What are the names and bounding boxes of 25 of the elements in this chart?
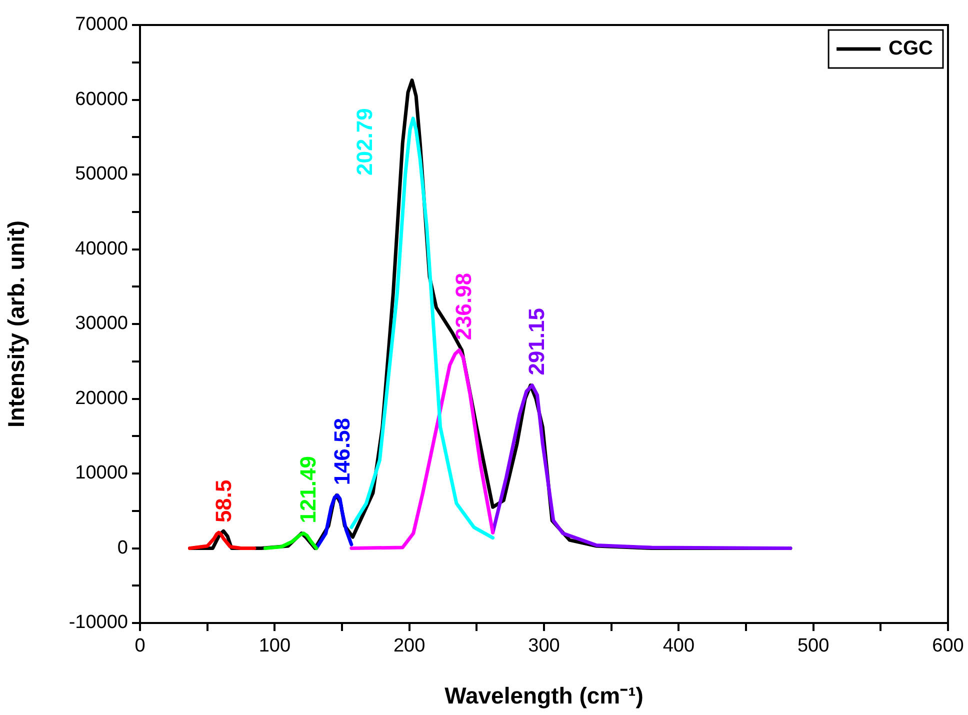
annotation: 58.5 bbox=[210, 480, 236, 523]
x-tick-label: 400 bbox=[662, 636, 695, 657]
annotation: 121.49 bbox=[296, 456, 321, 524]
annotation: 236.98 bbox=[451, 272, 476, 340]
annotation: 202.79 bbox=[352, 108, 378, 176]
legend-label: CGC bbox=[888, 38, 934, 60]
y-tick-label: 40000 bbox=[75, 238, 128, 260]
y-tick-label: 70000 bbox=[75, 14, 128, 36]
y-axis-title: Intensity (arb. unit) bbox=[3, 220, 30, 428]
annotation: 291.15 bbox=[524, 308, 550, 376]
x-tick-label: 600 bbox=[932, 636, 964, 657]
x-tick-label: 0 bbox=[134, 636, 146, 657]
x-tick-label: 100 bbox=[258, 636, 291, 657]
y-tick-label: 50000 bbox=[75, 164, 128, 185]
x-tick-label: 300 bbox=[528, 636, 560, 657]
x-tick-label: 500 bbox=[797, 636, 830, 657]
y-tick-label: 20000 bbox=[75, 388, 128, 409]
y-tick-label: 0 bbox=[117, 537, 128, 558]
x-tick-label: 200 bbox=[393, 636, 426, 657]
annotation: 146.58 bbox=[329, 418, 354, 486]
y-tick-label: 30000 bbox=[75, 313, 128, 334]
y-tick-label: -10000 bbox=[68, 612, 128, 634]
y-tick-label: 60000 bbox=[75, 88, 128, 110]
x-axis-title: Wavelength (cm⁻¹) bbox=[444, 682, 644, 709]
y-tick-label: 10000 bbox=[75, 462, 128, 484]
